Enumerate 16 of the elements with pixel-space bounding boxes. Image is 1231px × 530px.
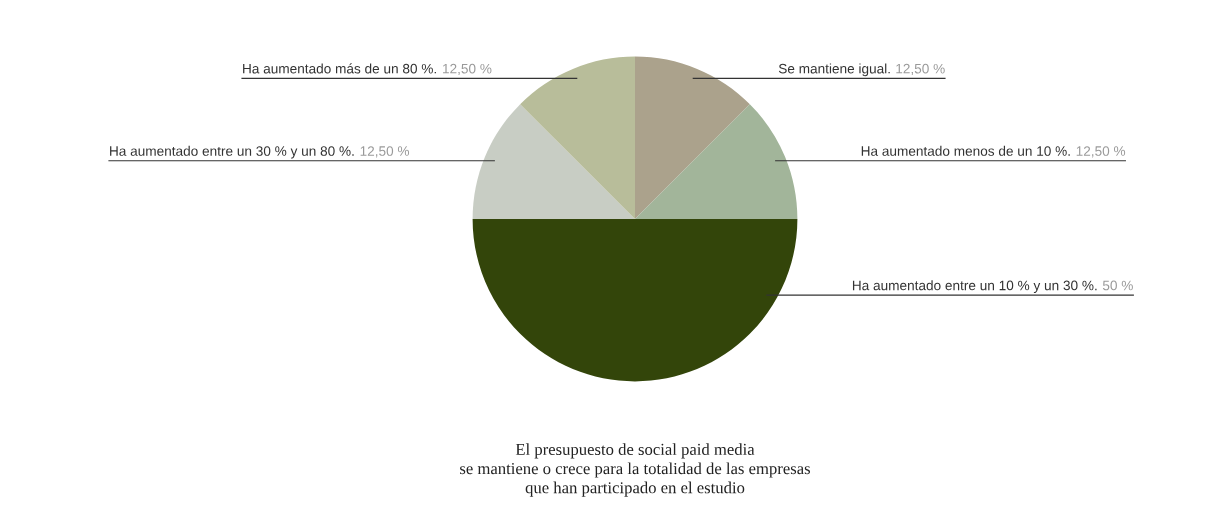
slice-label: Ha aumentado entre un 30 % y un 80 %. (110, 145, 354, 159)
slice-label: Se mantiene igual. (778, 63, 890, 77)
data-label: 12,50 % (443, 63, 492, 76)
pie-slice (635, 56, 750, 219)
slice-label: Ha aumentado menos de un 10 %. (861, 145, 1070, 156)
data-label: 12,50 % (1076, 146, 1126, 158)
data-label: 12,50 % (360, 146, 410, 158)
data-label: 50 % (1102, 280, 1133, 291)
data-label: 12,50 % (896, 63, 945, 76)
pie-slice (635, 104, 798, 219)
slice-label: Ha aumentado más de un 80 %. (243, 63, 436, 74)
pie-slice (472, 104, 635, 219)
slice-label: Ha aumentado entre un 10 % y un 30 %. (852, 280, 1097, 293)
pie-slice (472, 219, 798, 382)
pie-slice (520, 56, 635, 219)
text: El presupuesto de social paid media se mantiene o crece para la totalidad de las empresas que han participado en el estudio (460, 443, 810, 497)
